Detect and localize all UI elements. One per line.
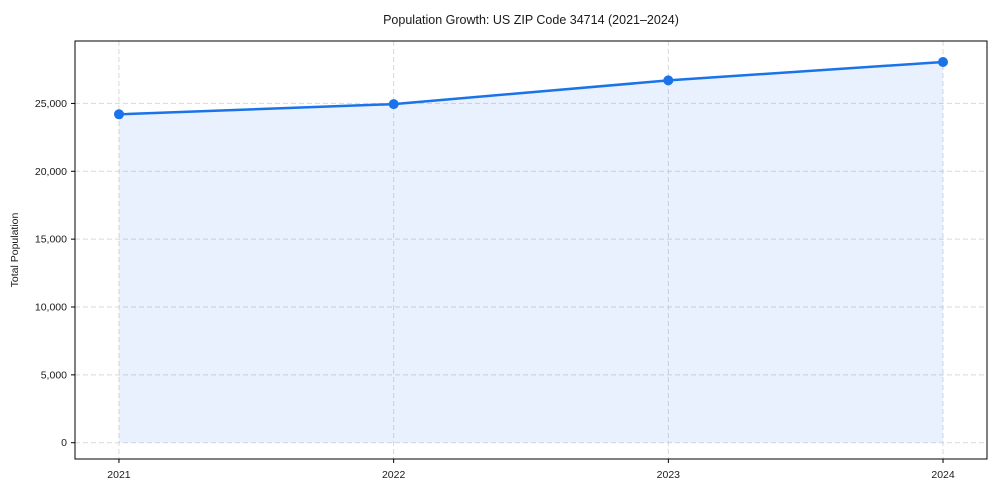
x-tick-label: 2021 (107, 469, 131, 481)
area-fill (119, 62, 943, 443)
trend-line-layer (117, 60, 945, 116)
x-tick-label: 2022 (382, 469, 406, 481)
axis-tick-labels-layer: 0 5,000 10,000 15,000 20,000 25,000 2021 2022 20… (35, 98, 955, 481)
y-tick-label: 15,000 (35, 234, 67, 246)
data-points-layer (114, 57, 948, 120)
axis-ticks-layer (71, 102, 944, 463)
gridlines (75, 41, 987, 459)
y-axis-label: Total Population (9, 212, 21, 287)
y-tick-label: 25,000 (35, 98, 67, 110)
population-trend-line (117, 60, 945, 116)
data-point-2024 (938, 57, 948, 67)
data-point-2022 (388, 99, 399, 110)
x-tick-label: 2023 (657, 469, 681, 481)
y-tick-label: 20,000 (35, 166, 67, 178)
y-tick-label: 10,000 (35, 302, 67, 314)
chart-title: Population Growth: US ZIP Code 34714 (20… (383, 13, 679, 27)
plot-border-layer (74, 40, 988, 460)
x-tick-label: 2024 (931, 469, 955, 481)
data-point-2021 (114, 109, 124, 120)
plot-border (74, 40, 988, 460)
y-tick-label: 0 (61, 437, 67, 449)
y-tick-label: 5,000 (41, 369, 67, 381)
area-fill-layer (119, 62, 943, 443)
data-point-2023 (663, 75, 674, 86)
